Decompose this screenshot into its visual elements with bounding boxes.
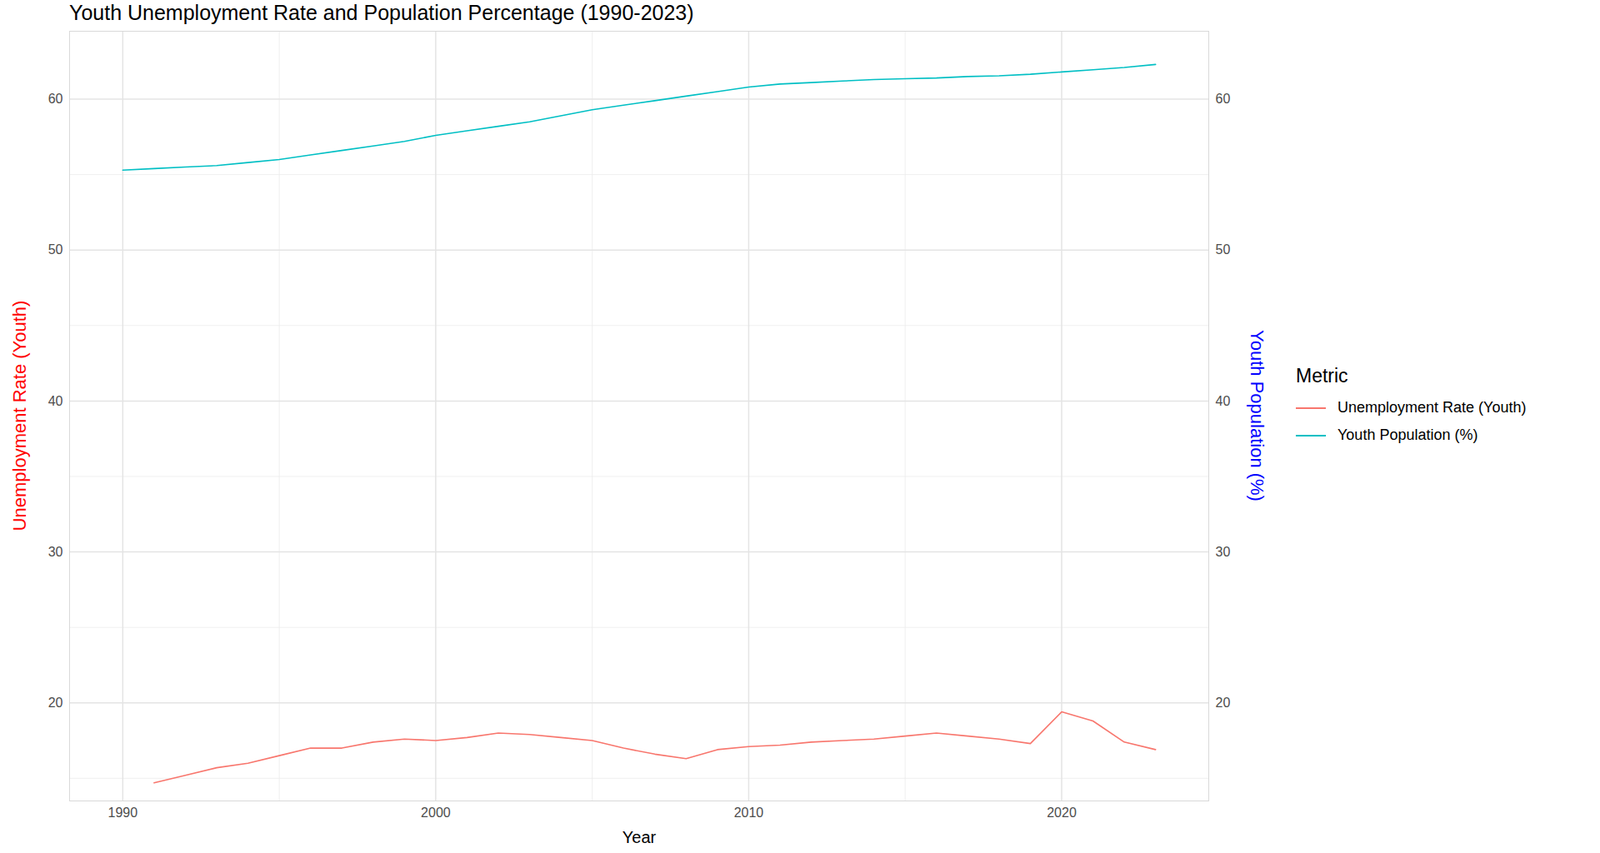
svg-text:Year: Year [622, 828, 657, 847]
svg-text:40: 40 [48, 394, 64, 409]
svg-text:50: 50 [1215, 242, 1231, 257]
svg-text:2010: 2010 [734, 805, 765, 820]
svg-text:2020: 2020 [1046, 805, 1077, 820]
svg-text:50: 50 [48, 242, 64, 257]
html-text:Unemployment Rate (Youth): Unemployment Rate (Youth) [9, 300, 30, 532]
html-text:Metric: Metric [1295, 365, 1348, 387]
svg-text:1990: 1990 [108, 805, 139, 820]
svg-text:20: 20 [1215, 695, 1231, 710]
html-text:Youth Unemployment Rate and Po: Youth Unemployment Rate and Population P… [69, 0, 694, 25]
html-text:Unemployment Rate (Youth): Unemployment Rate (Youth) [1337, 399, 1527, 416]
svg-text:40: 40 [1215, 394, 1231, 409]
svg-text:60: 60 [48, 91, 64, 106]
svg-text:20: 20 [48, 695, 64, 710]
svg-text:2000: 2000 [420, 805, 451, 820]
html-text:Youth Population (%): Youth Population (%) [1246, 330, 1268, 502]
svg-text:30: 30 [1215, 545, 1231, 560]
svg-text:60: 60 [1215, 91, 1231, 106]
html-text:Youth Population (%): Youth Population (%) [1337, 426, 1478, 444]
svg-text:30: 30 [48, 545, 64, 560]
